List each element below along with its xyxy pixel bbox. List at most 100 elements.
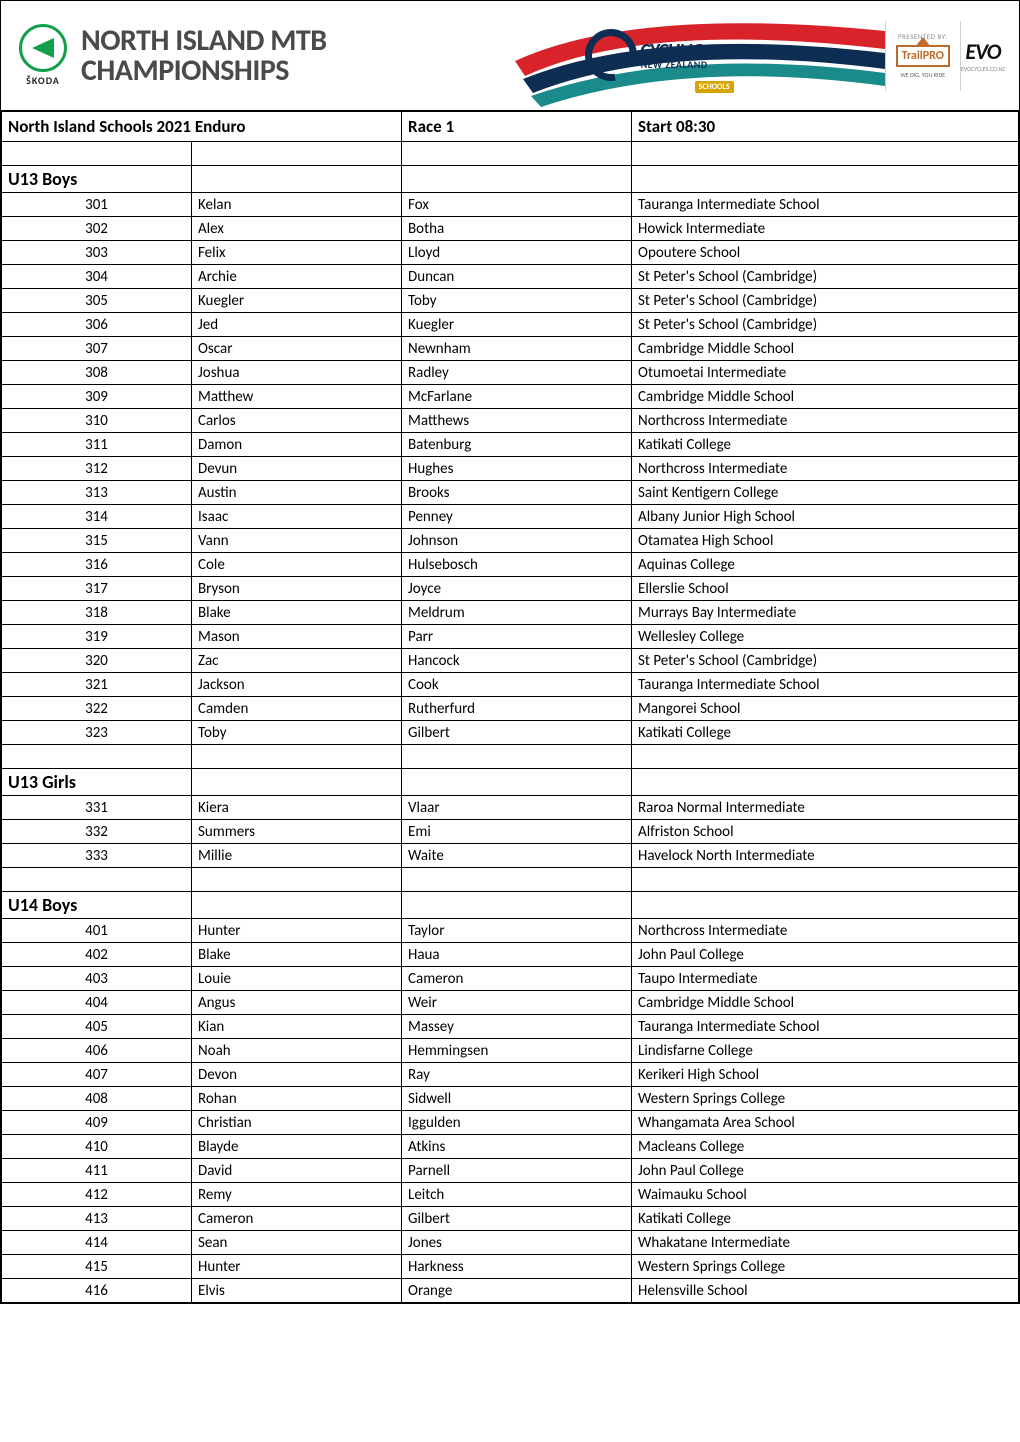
banner: ŠKODA NORTH ISLAND MTB CHAMPIONSHIPS CYC… <box>1 1 1019 111</box>
first-name: Vann <box>192 529 402 553</box>
table-row: 308JoshuaRadleyOtumoetai Intermediate <box>2 361 1019 385</box>
table-row: 321JacksonCookTauranga Intermediate Scho… <box>2 673 1019 697</box>
last-name: Meldrum <box>402 601 632 625</box>
school: Mangorei School <box>632 697 1019 721</box>
last-name: Toby <box>402 289 632 313</box>
last-name: Weir <box>402 991 632 1015</box>
bib-number: 408 <box>2 1087 192 1111</box>
table-row: 302AlexBothaHowick Intermediate <box>2 217 1019 241</box>
table-row: 309MatthewMcFarlaneCambridge Middle Scho… <box>2 385 1019 409</box>
bib-number: 319 <box>2 625 192 649</box>
section-label: U13 Boys <box>2 166 192 193</box>
section-label: U14 Boys <box>2 892 192 919</box>
school: John Paul College <box>632 1159 1019 1183</box>
race-header: Race 1 <box>402 112 632 142</box>
last-name: Hughes <box>402 457 632 481</box>
table-row: 406NoahHemmingsenLindisfarne College <box>2 1039 1019 1063</box>
last-name: Fox <box>402 193 632 217</box>
school: John Paul College <box>632 943 1019 967</box>
school: Western Springs College <box>632 1087 1019 1111</box>
first-name: Blake <box>192 601 402 625</box>
last-name: Atkins <box>402 1135 632 1159</box>
bib-number: 402 <box>2 943 192 967</box>
skoda-wordmark: ŠKODA <box>26 74 60 87</box>
bib-number: 401 <box>2 919 192 943</box>
trailpro-tagline: WE DIG, YOU RIDE <box>900 71 945 79</box>
bib-number: 323 <box>2 721 192 745</box>
bib-number: 409 <box>2 1111 192 1135</box>
first-name: Archie <box>192 265 402 289</box>
cycling-top: CYCLING <box>641 42 708 60</box>
bib-number: 320 <box>2 649 192 673</box>
table-row: 314IsaacPenneyAlbany Junior High School <box>2 505 1019 529</box>
cycling-c-icon <box>574 19 646 91</box>
school: St Peter's School (Cambridge) <box>632 289 1019 313</box>
last-name: McFarlane <box>402 385 632 409</box>
table-row: 410BlaydeAtkinsMacleans College <box>2 1135 1019 1159</box>
last-name: Emi <box>402 820 632 844</box>
bib-number: 415 <box>2 1255 192 1279</box>
last-name: Duncan <box>402 265 632 289</box>
table-row: 301KelanFoxTauranga Intermediate School <box>2 193 1019 217</box>
school: St Peter's School (Cambridge) <box>632 649 1019 673</box>
sponsor-trailpro: PRESENTED BY: TrailPRO WE DIG, YOU RIDE <box>886 32 960 79</box>
first-name: Carlos <box>192 409 402 433</box>
first-name: Jed <box>192 313 402 337</box>
table-row: 409ChristianIgguldenWhangamata Area Scho… <box>2 1111 1019 1135</box>
first-name: Millie <box>192 844 402 868</box>
first-name: Bryson <box>192 577 402 601</box>
school: Saint Kentigern College <box>632 481 1019 505</box>
bib-number: 304 <box>2 265 192 289</box>
first-name: Cameron <box>192 1207 402 1231</box>
bib-number: 312 <box>2 457 192 481</box>
bib-number: 405 <box>2 1015 192 1039</box>
evo-url: EVOCYCLES.CO.NZ <box>961 65 1005 73</box>
bib-number: 318 <box>2 601 192 625</box>
last-name: Massey <box>402 1015 632 1039</box>
last-name: Matthews <box>402 409 632 433</box>
bib-number: 407 <box>2 1063 192 1087</box>
first-name: Matthew <box>192 385 402 409</box>
first-name: Kian <box>192 1015 402 1039</box>
bib-number: 317 <box>2 577 192 601</box>
school: Otamatea High School <box>632 529 1019 553</box>
school: Howick Intermediate <box>632 217 1019 241</box>
results-table: North Island Schools 2021 EnduroRace 1St… <box>1 111 1019 1303</box>
table-row: 306JedKueglerSt Peter's School (Cambridg… <box>2 313 1019 337</box>
first-name: Kuegler <box>192 289 402 313</box>
bib-number: 308 <box>2 361 192 385</box>
first-name: Noah <box>192 1039 402 1063</box>
last-name: Botha <box>402 217 632 241</box>
school: Waimauku School <box>632 1183 1019 1207</box>
first-name: David <box>192 1159 402 1183</box>
cycling-text: CYCLING NEW ZEALAND <box>641 42 708 69</box>
school: Cambridge Middle School <box>632 337 1019 361</box>
school: Murrays Bay Intermediate <box>632 601 1019 625</box>
skoda-logo: ŠKODA <box>19 24 67 87</box>
bib-number: 311 <box>2 433 192 457</box>
school: Northcross Intermediate <box>632 457 1019 481</box>
bib-number: 303 <box>2 241 192 265</box>
school: Havelock North Intermediate <box>632 844 1019 868</box>
last-name: Brooks <box>402 481 632 505</box>
table-row: 416ElvisOrangeHelensville School <box>2 1279 1019 1303</box>
table-row: 403LouieCameronTaupo Intermediate <box>2 967 1019 991</box>
last-name: Parr <box>402 625 632 649</box>
last-name: Newnham <box>402 337 632 361</box>
last-name: Batenburg <box>402 433 632 457</box>
table-row: 310CarlosMatthewsNorthcross Intermediate <box>2 409 1019 433</box>
table-row: 312DevunHughesNorthcross Intermediate <box>2 457 1019 481</box>
last-name: Waite <box>402 844 632 868</box>
school: Tauranga Intermediate School <box>632 673 1019 697</box>
swoosh-graphic: CYCLING NEW ZEALAND SCHOOLS <box>515 1 885 110</box>
bib-number: 332 <box>2 820 192 844</box>
last-name: Radley <box>402 361 632 385</box>
bib-number: 416 <box>2 1279 192 1303</box>
school: Katikati College <box>632 433 1019 457</box>
bib-number: 310 <box>2 409 192 433</box>
trailpro-logo: TrailPRO <box>896 45 950 67</box>
first-name: Blake <box>192 943 402 967</box>
school: St Peter's School (Cambridge) <box>632 265 1019 289</box>
first-name: Christian <box>192 1111 402 1135</box>
first-name: Angus <box>192 991 402 1015</box>
